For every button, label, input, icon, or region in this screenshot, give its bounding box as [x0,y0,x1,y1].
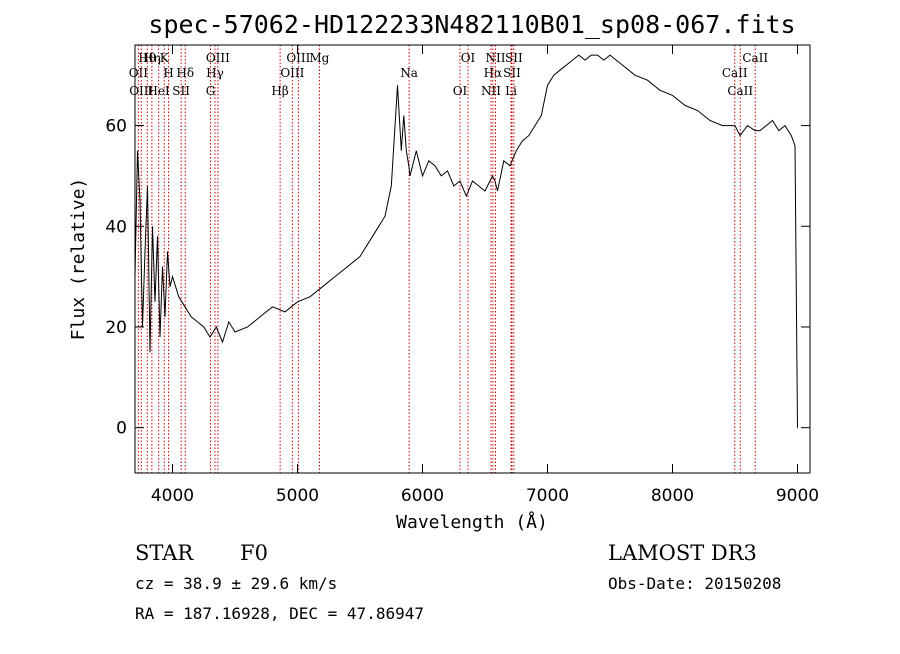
spectrum-line [134,54,798,428]
x-tick-label: 8000 [651,486,694,506]
line-marker-label: Na [400,66,418,80]
line-marker-label: OIII [286,51,310,65]
line-marker-label: OIII [206,51,230,65]
y-tick-label: 40 [105,217,127,237]
line-marker-label: NII [481,84,501,98]
object-class: STAR [135,541,194,565]
sky-coordinates: RA = 187.16928, DEC = 47.86947 [135,604,424,623]
redshift-velocity: cz = 38.9 ± 29.6 km/s [135,574,337,593]
line-marker-label: NII [486,51,506,65]
x-tick-label: 4000 [151,486,194,506]
line-marker-label: Hγ [206,66,224,80]
spectral-line-markers: HθOIIOIIIKHHeIHηHδSIIOIIIHγGOIIIOIIIHβMg… [129,45,768,473]
survey-name: LAMOST DR3 [608,541,757,565]
line-marker-label: OII [129,66,149,80]
y-axis-ticks: 0 20 40 60 [105,117,810,439]
chart-title: spec-57062-HD122233N482110B01_sp08-067.f… [148,10,795,39]
y-tick-label: 20 [105,318,127,338]
line-marker-label: OI [453,84,468,98]
line-marker-label: Mg [309,51,329,65]
x-tick-label: 6000 [401,486,444,506]
line-marker-label: CaII [727,84,753,98]
line-marker-label: Hδ [176,66,194,80]
line-marker-label: Li [505,84,517,98]
line-marker-label: H [163,66,173,80]
plot-frame [134,44,811,474]
observation-date: Obs-Date: 20150208 [608,574,781,593]
line-marker-label: SII [172,84,190,98]
x-axis-ticks: 4000 5000 6000 7000 8000 9000 [151,45,819,506]
line-marker-label: Hβ [271,84,288,98]
line-marker-label: G [206,84,216,98]
line-marker-label: SII [503,66,521,80]
line-marker-label: CaII [722,66,748,80]
line-marker-label: K [160,51,170,65]
y-tick-label: 60 [105,117,127,137]
line-marker-label: Hη [143,51,161,65]
x-axis-label: Wavelength (Å) [396,511,548,533]
line-marker-label: Hθ [138,51,156,65]
line-marker-label: OI [461,51,476,65]
line-marker-label: CaII [742,51,768,65]
spectrum-series [134,54,798,428]
line-marker-label: OIII [280,66,304,80]
x-tick-label: 5000 [276,486,319,506]
spectral-subclass: F0 [240,541,268,565]
line-marker-label: Hα [484,66,503,80]
x-tick-label: 9000 [776,486,819,506]
y-tick-label: 0 [116,419,127,439]
line-marker-label: SII [505,51,523,65]
y-axis-label: Flux (relative) [68,178,89,341]
line-marker-label: HeI [147,84,170,98]
x-tick-label: 7000 [526,486,569,506]
